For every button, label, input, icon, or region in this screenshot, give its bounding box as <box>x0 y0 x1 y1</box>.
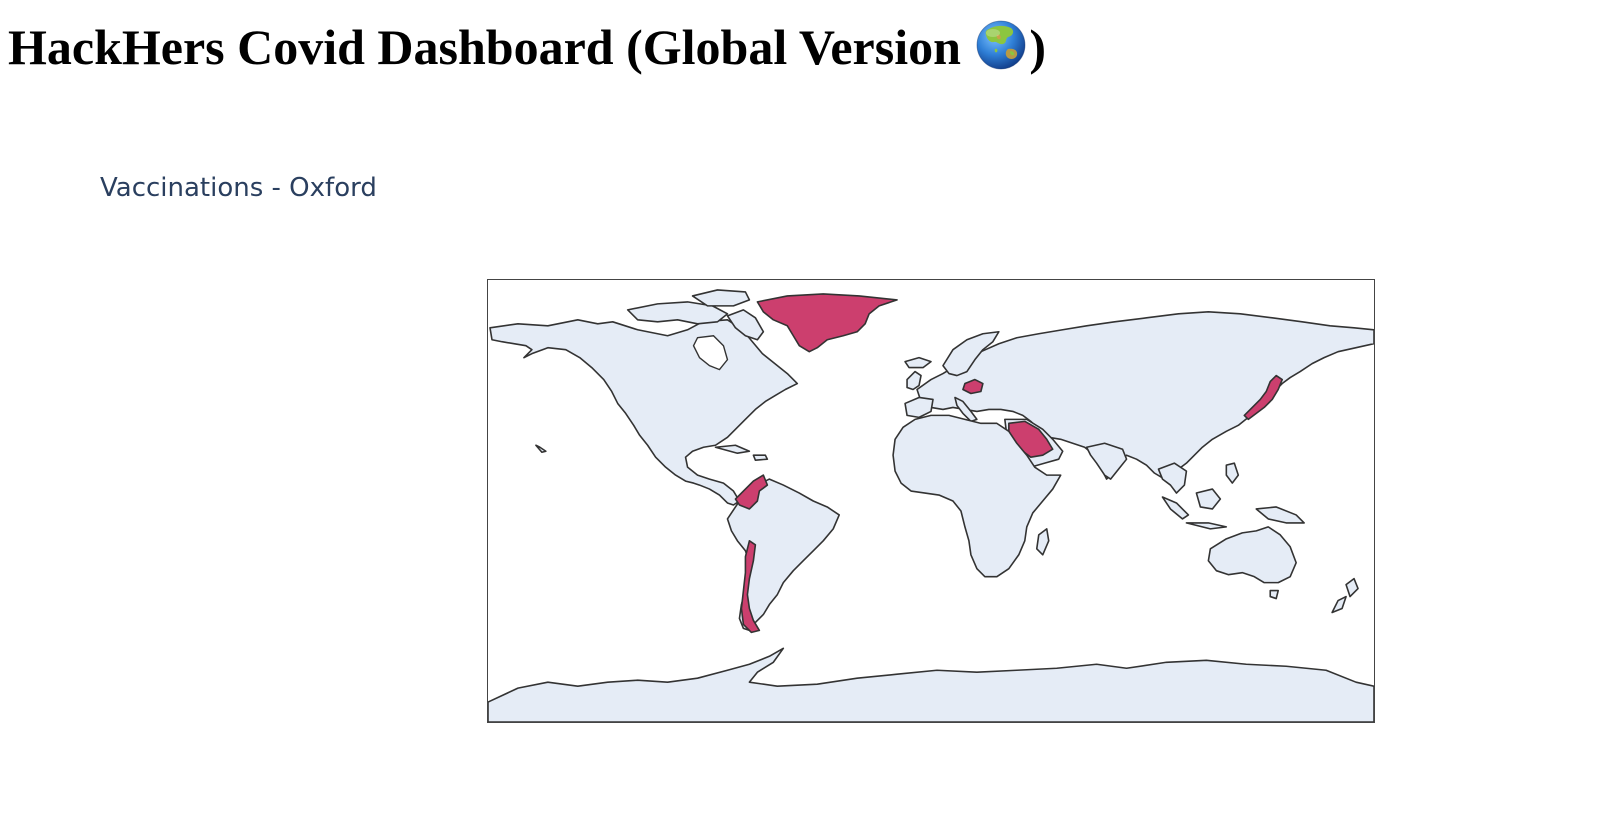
land-sumatra <box>1161 496 1190 520</box>
hudson-bay <box>693 335 728 370</box>
land-hispaniola <box>752 454 769 461</box>
land-tasmania <box>1269 589 1280 600</box>
land-borneo <box>1195 488 1222 510</box>
land-java <box>1185 522 1228 530</box>
land-italy <box>954 396 978 423</box>
country-chile[interactable] <box>740 540 761 634</box>
land-scandinavia <box>942 330 1000 377</box>
country-colombia[interactable] <box>734 474 769 510</box>
land-baffin-island <box>726 309 765 341</box>
country-japan[interactable] <box>1243 374 1284 421</box>
land-north-america <box>489 319 799 506</box>
land-india <box>1085 442 1128 480</box>
land-arctic-islands <box>626 301 729 325</box>
land-africa <box>892 414 1062 578</box>
country-greenland[interactable] <box>756 293 898 353</box>
land-australia <box>1207 526 1297 584</box>
world-choropleth-map[interactable] <box>487 279 1375 723</box>
land-philippines <box>1225 462 1240 484</box>
page-title: HackHers Covid Dashboard (Global Version… <box>8 12 1046 82</box>
land-new-zealand <box>1331 577 1359 614</box>
page-title-text: HackHers Covid Dashboard (Global Version <box>8 19 974 75</box>
land-iberia <box>904 396 934 419</box>
land-indochina <box>1157 462 1188 494</box>
map-title: Vaccinations - Oxford <box>100 173 377 203</box>
land-cuba <box>714 444 751 455</box>
map-canvas[interactable] <box>488 280 1374 722</box>
land-ellesmere-island <box>691 289 751 307</box>
globe-asia-australia-icon <box>975 19 1027 71</box>
land-hawaii <box>535 444 547 454</box>
land-madagascar <box>1035 528 1050 556</box>
land-new-guinea <box>1255 506 1305 524</box>
land-antarctica <box>488 647 1374 722</box>
land-iceland <box>904 356 932 369</box>
page-title-suffix: ) <box>1029 19 1047 75</box>
land-britain <box>906 370 922 391</box>
country-hungary[interactable] <box>962 378 984 395</box>
